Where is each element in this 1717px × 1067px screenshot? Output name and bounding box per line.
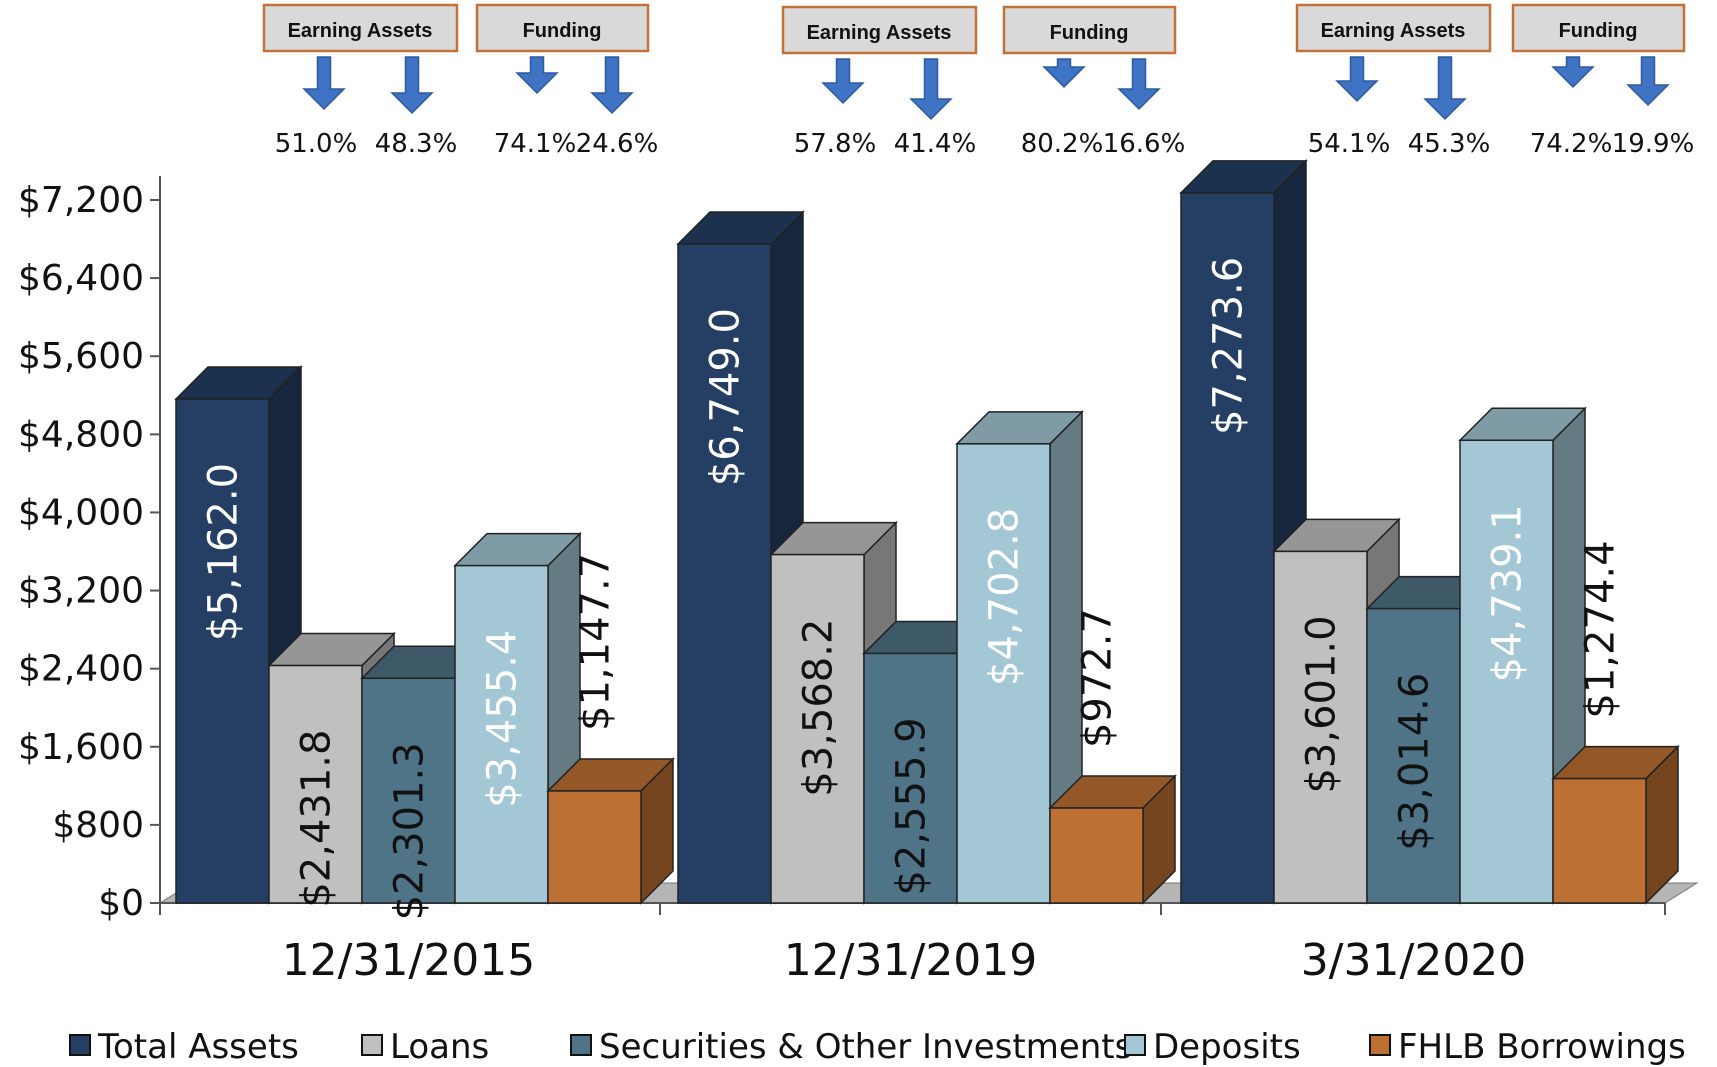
legend-swatch: [570, 1034, 592, 1056]
y-tick-label: $4,000: [18, 492, 144, 533]
earning-assets-label: Earning Assets: [807, 22, 952, 44]
bar: [1049, 807, 1144, 904]
funding-pct: 74.1%: [494, 129, 577, 159]
bar-value-label: $1,147.7: [573, 553, 619, 731]
funding-label: Funding: [523, 20, 602, 42]
earning-assets-pct: 51.0%: [275, 129, 358, 159]
bar-value-label: $3,455.4: [480, 630, 526, 808]
bar-value-label: $972.7: [1075, 608, 1121, 748]
y-tick-label: $0: [98, 883, 144, 924]
y-tick-label: $4,800: [18, 414, 144, 455]
down-arrow-icon: [1423, 56, 1467, 121]
funding-label: Funding: [1559, 20, 1638, 42]
y-tick-label: $1,600: [18, 727, 144, 768]
legend-label: Securities & Other Investments: [599, 1027, 1132, 1067]
earning-assets-box: [262, 3, 459, 53]
legend-swatch: [1124, 1034, 1146, 1056]
down-arrow-icon: [515, 56, 559, 95]
bar: [1552, 777, 1647, 904]
bar-value-label: $2,431.8: [294, 730, 340, 908]
legend-label: FHLB Borrowings: [1398, 1027, 1686, 1067]
bar: [677, 243, 772, 904]
bar: [956, 443, 1051, 904]
earning-assets-pct: 48.3%: [375, 129, 458, 159]
bar: [454, 564, 549, 904]
bar-value-label: $3,601.0: [1299, 615, 1345, 793]
funding-pct: 16.6%: [1103, 129, 1186, 159]
bar: [547, 790, 642, 904]
bar: [268, 664, 363, 904]
y-tick-label: $2,400: [18, 649, 144, 690]
earning-assets-pct: 45.3%: [1408, 129, 1491, 159]
earning-assets-box: [1295, 3, 1492, 53]
funding-pct: 80.2%: [1021, 129, 1104, 159]
x-category-label: 12/31/2019: [784, 935, 1038, 986]
bar-value-label: $2,301.3: [387, 742, 433, 920]
y-tick-label: $7,200: [18, 180, 144, 221]
legend-label: Loans: [390, 1027, 489, 1067]
bar: [863, 652, 958, 904]
funding-pct: 74.2%: [1530, 129, 1613, 159]
earning-assets-pct: 57.8%: [794, 129, 877, 159]
bar-value-label: $5,162.0: [201, 463, 247, 641]
legend-label: Total Assets: [97, 1027, 299, 1067]
bar-value-label: $3,014.6: [1392, 673, 1438, 851]
earning-assets-pct: 54.1%: [1308, 129, 1391, 159]
earning-assets-label: Earning Assets: [288, 20, 433, 42]
y-tick-label: $6,400: [18, 258, 144, 299]
bar: [1273, 550, 1368, 904]
down-arrow-icon: [1042, 58, 1086, 89]
earning-assets-box: [781, 5, 978, 55]
bar-value-label: $3,568.2: [796, 619, 842, 797]
down-arrow-icon: [1117, 58, 1161, 111]
funding-pct: 24.6%: [576, 129, 659, 159]
bar-value-label: $7,273.6: [1206, 257, 1252, 435]
legend-label: Deposits: [1153, 1027, 1301, 1067]
funding-pct: 19.9%: [1612, 129, 1695, 159]
down-arrow-icon: [1551, 56, 1595, 89]
bar-value-label: $4,739.1: [1485, 504, 1531, 682]
funding-label: Funding: [1050, 22, 1129, 44]
y-tick-label: $800: [52, 805, 144, 846]
bar: [175, 398, 270, 904]
down-arrow-icon: [590, 56, 634, 115]
bar: [770, 553, 865, 904]
x-category-label: 3/31/2020: [1301, 935, 1527, 986]
bar-value-label: $2,555.9: [889, 717, 935, 895]
y-tick-label: $5,600: [18, 336, 144, 377]
legend-swatch: [361, 1034, 383, 1056]
funding-box: [475, 3, 650, 53]
down-arrow-icon: [302, 56, 346, 111]
funding-box: [1511, 3, 1686, 53]
down-arrow-icon: [821, 58, 865, 105]
earning-assets-pct: 41.4%: [894, 129, 977, 159]
down-arrow-icon: [1335, 56, 1379, 103]
legend-swatch: [1369, 1034, 1391, 1056]
bar-value-label: $4,702.8: [982, 508, 1028, 686]
y-tick-label: $3,200: [18, 571, 144, 612]
bar-value-label: $1,274.4: [1578, 540, 1624, 718]
bar: [1180, 192, 1275, 904]
earning-assets-label: Earning Assets: [1321, 20, 1466, 42]
down-arrow-icon: [1626, 56, 1670, 107]
down-arrow-icon: [390, 56, 434, 115]
down-arrow-icon: [909, 58, 953, 121]
bar: [1366, 607, 1461, 904]
funding-box: [1002, 5, 1177, 55]
legend-swatch: [69, 1034, 91, 1056]
x-category-label: 12/31/2015: [282, 935, 536, 986]
bar-value-label: $6,749.0: [703, 308, 749, 486]
bar: [1459, 439, 1554, 904]
